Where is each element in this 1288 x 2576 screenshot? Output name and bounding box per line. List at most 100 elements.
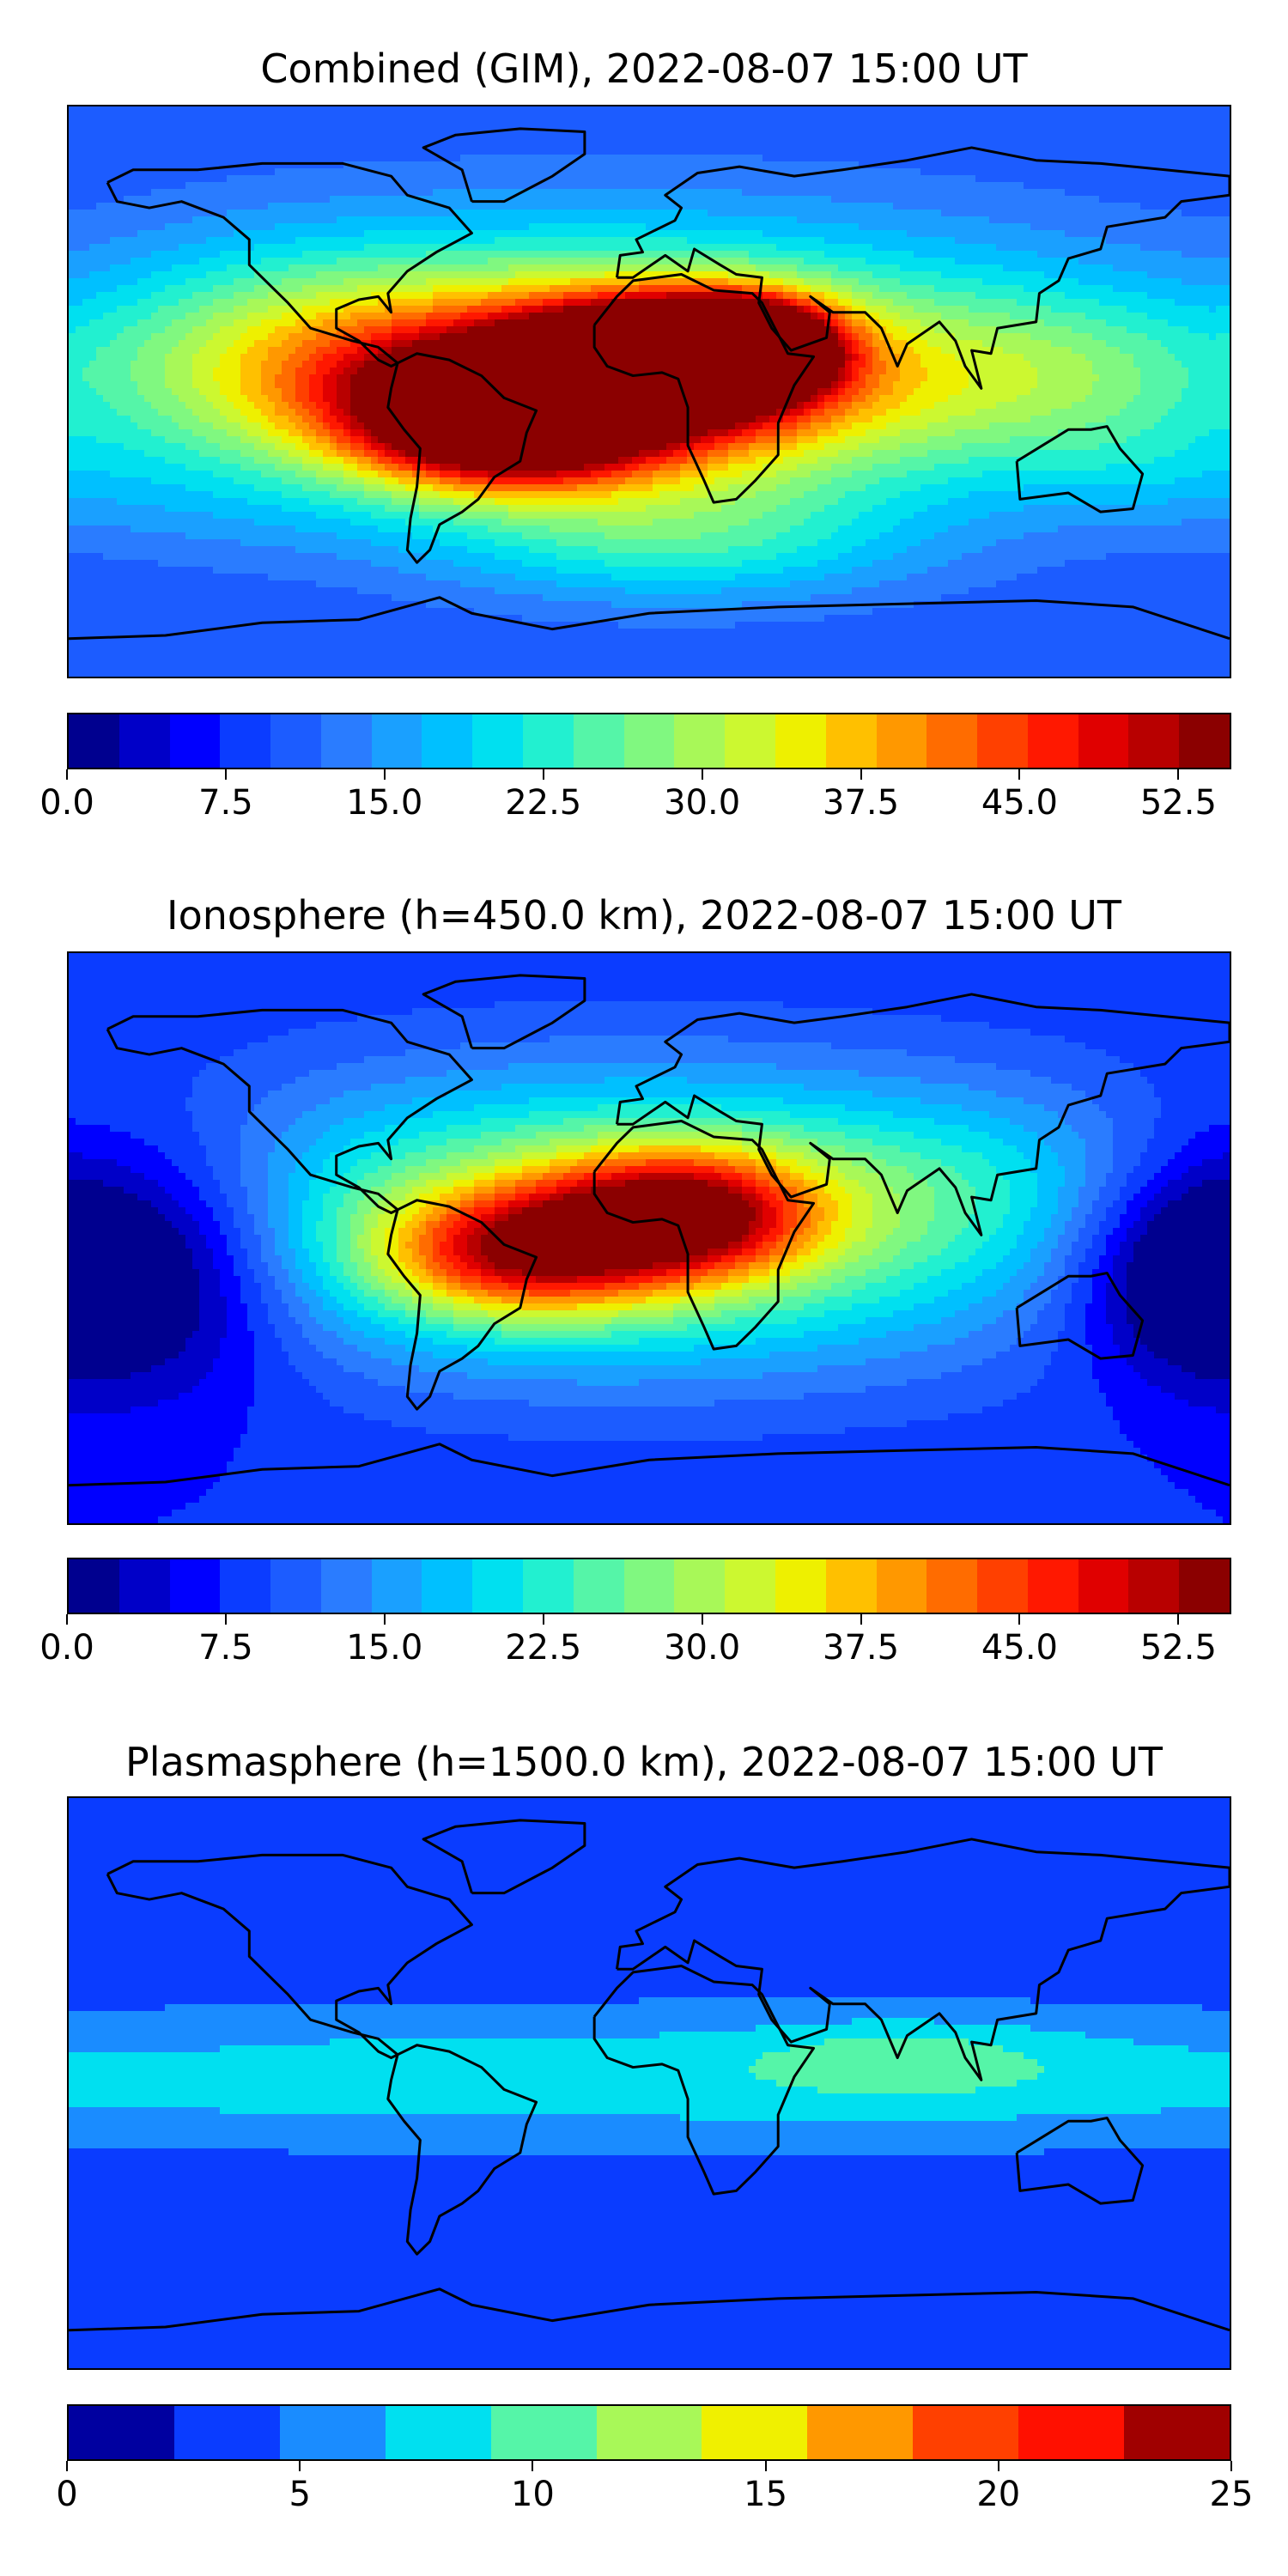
colorbar-level-11 — [623, 1559, 675, 1613]
colorbar-tick-mark — [764, 2461, 767, 2471]
coastline — [386, 1199, 538, 1411]
colorbar-level-5 — [320, 714, 372, 768]
colorbar-level-7 — [422, 714, 473, 768]
colorbar-level-3 — [220, 1559, 271, 1613]
coastline — [615, 1838, 1230, 2081]
colorbar-tick-mark — [224, 1614, 227, 1625]
colorbar-level-16 — [876, 1559, 927, 1613]
colorbar-tick-label: 22.5 — [505, 1628, 581, 1668]
chart-title-plasmasphere: Plasmasphere (h=1500.0 km), 2022-08-07 1… — [0, 1738, 1288, 1786]
colorbar-tick-mark — [701, 769, 703, 780]
colorbar-tick-mark — [66, 2461, 68, 2471]
coastline — [615, 146, 1230, 390]
colorbar-tick-mark — [1177, 769, 1180, 780]
colorbar-level-10 — [1124, 2406, 1230, 2459]
colorbar-level-0 — [69, 2406, 174, 2459]
coastline — [422, 1819, 586, 1895]
colorbar-level-7 — [422, 1559, 473, 1613]
colorbar-level-20 — [1078, 1559, 1129, 1613]
colorbar-level-17 — [927, 714, 978, 768]
colorbar-level-2 — [279, 2406, 386, 2459]
colorbar-level-19 — [1027, 714, 1078, 768]
colorbar-tick-mark — [542, 769, 544, 780]
colorbar-tick-label: 15 — [744, 2475, 787, 2514]
colorbar-level-2 — [169, 714, 221, 768]
colorbar-tick-label: 15.0 — [346, 1628, 422, 1668]
colorbar-ticks-ionosphere: 0.0 7.5 15.0 22.5 30.0 37.5 45.0 52.5 — [39, 1614, 1231, 1668]
colorbar-level-8 — [913, 2406, 1019, 2459]
colorbar-level-3 — [220, 714, 271, 768]
colorbar-level-7 — [807, 2406, 914, 2459]
colorbar-level-13 — [725, 714, 775, 768]
colorbar-tick-mark — [66, 769, 68, 780]
coastline — [422, 974, 586, 1050]
colorbar-level-17 — [927, 1559, 978, 1613]
chart-title-ionosphere: Ionosphere (h=450.0 km), 2022-08-07 15:0… — [0, 891, 1288, 939]
coastline — [592, 273, 816, 504]
contour-map-ionosphere — [69, 953, 1230, 1523]
colorbar-level-0 — [69, 1559, 119, 1613]
coastline — [1015, 1272, 1145, 1360]
colorbar-tick-mark — [1018, 769, 1021, 780]
colorbar-tick-mark — [997, 2461, 999, 2471]
coastline — [106, 1853, 473, 2059]
colorbar-tick-label: 25 — [1210, 2475, 1254, 2514]
contour-map-plasmasphere — [69, 1798, 1230, 2368]
colorbar-tick-label: 15.0 — [346, 783, 422, 823]
coastline — [106, 1008, 473, 1214]
coastline — [386, 2044, 538, 2256]
colorbar-ticks-plasmasphere: 0 5 10 15 20 25 — [56, 2461, 1253, 2514]
coastline — [422, 127, 586, 204]
map-combined — [67, 105, 1231, 678]
colorbar-level-13 — [725, 1559, 775, 1613]
colorbar-level-21 — [1128, 714, 1180, 768]
colorbar-level-6 — [371, 714, 422, 768]
colorbar-level-14 — [775, 1559, 826, 1613]
colorbar-tick-label: 20 — [976, 2475, 1020, 2514]
colorbar-tick-mark — [701, 1614, 703, 1625]
contour-map-combined — [69, 106, 1230, 677]
colorbar-tick-mark — [860, 769, 862, 780]
colorbar-tick-mark — [383, 1614, 386, 1625]
colorbar-level-3 — [385, 2406, 491, 2459]
colorbar-level-10 — [573, 714, 624, 768]
colorbar-level-15 — [825, 714, 877, 768]
colorbar-level-18 — [977, 1559, 1028, 1613]
colorbar-level-8 — [472, 1559, 524, 1613]
colorbar-combined — [67, 713, 1231, 769]
colorbar-level-4 — [270, 714, 321, 768]
colorbar-level-20 — [1078, 714, 1129, 768]
colorbar-tick-label: 7.5 — [198, 783, 253, 823]
colorbar-tick-label: 45.0 — [981, 1628, 1058, 1668]
coastline — [69, 2287, 1230, 2332]
coastline — [592, 1120, 816, 1351]
colorbar-tick-mark — [1018, 1614, 1021, 1625]
colorbar-tick-mark — [224, 769, 227, 780]
colorbar-tick-mark — [860, 1614, 862, 1625]
colorbar-level-5 — [320, 1559, 372, 1613]
coastline — [1015, 425, 1145, 513]
colorbar-tick-label: 0 — [56, 2475, 77, 2514]
colorbar-tick-label: 10 — [511, 2475, 555, 2514]
colorbar-level-22 — [1179, 1559, 1230, 1613]
colorbar-tick-label: 37.5 — [823, 1628, 899, 1668]
coastline — [1015, 2117, 1145, 2205]
colorbar-level-21 — [1128, 1559, 1180, 1613]
colorbar-level-6 — [702, 2406, 808, 2459]
colorbar-level-19 — [1027, 1559, 1078, 1613]
colorbar-level-18 — [977, 714, 1028, 768]
colorbar-level-6 — [371, 1559, 422, 1613]
colorbar-tick-label: 52.5 — [1140, 1628, 1217, 1668]
colorbar-level-0 — [69, 714, 119, 768]
colorbar-tick-label: 45.0 — [981, 783, 1058, 823]
colorbar-tick-mark — [66, 1614, 68, 1625]
colorbar-tick-mark — [542, 1614, 544, 1625]
colorbar-tick-label: 37.5 — [823, 783, 899, 823]
colorbar-tick-mark — [299, 2461, 301, 2471]
colorbar-plasmasphere — [67, 2404, 1231, 2461]
colorbar-tick-mark — [532, 2461, 534, 2471]
colorbar-tick-label: 30.0 — [664, 783, 740, 823]
colorbar-level-9 — [523, 1559, 574, 1613]
colorbar-level-15 — [825, 1559, 877, 1613]
colorbar-tick-label: 52.5 — [1140, 783, 1217, 823]
